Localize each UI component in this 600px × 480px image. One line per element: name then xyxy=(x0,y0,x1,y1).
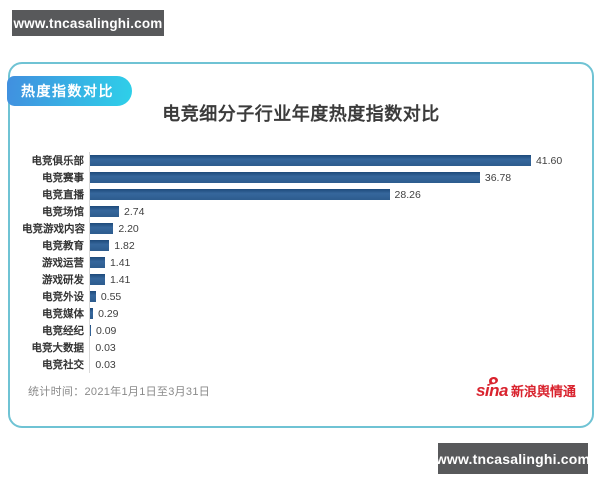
chart-title: 电竞细分子行业年度热度指数对比 xyxy=(162,104,440,124)
bar-track: 1.41 xyxy=(89,271,567,288)
bar-track: 0.55 xyxy=(89,288,567,305)
bar-value-label: 1.41 xyxy=(109,273,131,286)
brand-name: 新浪舆情通 xyxy=(510,384,576,399)
watermark-top: www.tncasalinghi.com xyxy=(12,10,164,36)
bar-track: 2.20 xyxy=(89,220,567,237)
watermark-bottom-text: www.tncasalinghi.com xyxy=(435,450,591,467)
bar-track: 28.26 xyxy=(89,186,567,203)
bar xyxy=(90,257,105,268)
bar xyxy=(90,155,531,166)
bar-category-label: 电竞直播 xyxy=(42,189,84,201)
bar xyxy=(90,274,105,285)
bar-track: 36.78 xyxy=(89,169,567,186)
bar-track: 1.82 xyxy=(89,237,567,254)
watermark-bottom: www.tncasalinghi.com xyxy=(435,443,591,474)
sina-logo-text: sina xyxy=(475,381,509,400)
bar-category-label: 电竞大数据 xyxy=(31,342,85,354)
bar-category-label: 游戏运营 xyxy=(42,257,84,269)
bar-category-label: 电竞经纪 xyxy=(42,325,84,337)
bar-track: 0.03 xyxy=(89,339,567,356)
heat-index-badge-label: 热度指数对比 xyxy=(21,83,114,99)
bar-row: 电竞场馆 2.74 xyxy=(22,203,567,220)
bar-track: 2.74 xyxy=(89,203,567,220)
bar-value-label: 2.74 xyxy=(124,205,145,218)
bar xyxy=(90,223,114,234)
bar-category-label: 电竞游戏内容 xyxy=(22,223,85,235)
bar-value-label: 0.03 xyxy=(95,358,116,371)
bar-category-label: 电竞社交 xyxy=(42,359,84,371)
bar-category-label: 电竞外设 xyxy=(42,291,84,303)
bar-value-label: 2.20 xyxy=(118,222,139,235)
bar-row: 电竞媒体 0.29 xyxy=(22,305,567,322)
watermark-top-text: www.tncasalinghi.com xyxy=(13,15,163,31)
bar-value-label: 1.82 xyxy=(114,239,135,252)
bar xyxy=(90,189,390,200)
panel-footer: 统计时间：2021年1月1日至3月31日 sina 新浪舆情通 xyxy=(28,376,576,402)
bar-value-label: 0.55 xyxy=(100,290,122,303)
bar xyxy=(90,291,96,302)
bar-track: 41.60 xyxy=(89,152,567,169)
bar-value-label: 36.78 xyxy=(484,171,512,184)
chart-panel: 热度指数对比 电竞细分子行业年度热度指数对比 电竞俱乐部 41.60 电竞赛事 … xyxy=(7,62,594,428)
bar-row: 电竞社交 0.03 xyxy=(22,356,567,373)
bar-category-label: 电竞场馆 xyxy=(42,206,84,218)
bar-track: 0.03 xyxy=(89,356,567,373)
bar xyxy=(90,172,480,183)
bar-row: 电竞俱乐部 41.60 xyxy=(22,152,567,169)
bar xyxy=(90,325,91,336)
bar-category-label: 电竞俱乐部 xyxy=(31,155,85,167)
bar-row: 电竞外设 0.55 xyxy=(22,288,567,305)
bar-value-label: 0.29 xyxy=(98,307,119,320)
bar-row: 电竞教育 1.82 xyxy=(22,237,567,254)
bar-row: 电竞大数据 0.03 xyxy=(22,339,567,356)
bar xyxy=(90,240,110,251)
stats-time: 统计时间：2021年1月1日至3月31日 xyxy=(28,386,211,398)
bar xyxy=(90,206,120,217)
bar-value-label: 41.60 xyxy=(535,154,563,167)
bar-category-label: 电竞教育 xyxy=(42,240,84,252)
bar-row: 电竞游戏内容 2.20 xyxy=(22,220,567,237)
bar-value-label: 28.26 xyxy=(394,188,421,201)
bar-row: 电竞直播 28.26 xyxy=(22,186,567,203)
bar-row: 游戏运营 1.41 xyxy=(22,254,567,271)
bar-rows: 电竞俱乐部 41.60 电竞赛事 36.78 电竞直播 28.26 电竞场馆 2… xyxy=(22,152,567,373)
bar-value-label: 0.09 xyxy=(95,324,117,337)
bar-category-label: 电竞赛事 xyxy=(42,172,84,184)
bar-category-label: 电竞媒体 xyxy=(42,308,84,320)
bar-value-label: 1.41 xyxy=(109,256,131,269)
bar-chart: 电竞俱乐部 41.60 电竞赛事 36.78 电竞直播 28.26 电竞场馆 2… xyxy=(22,152,567,373)
bar-row: 游戏研发 1.41 xyxy=(22,271,567,288)
bar-category-label: 游戏研发 xyxy=(42,274,84,286)
brand-logo: sina 新浪舆情通 xyxy=(475,376,576,400)
bar-track: 0.09 xyxy=(89,322,567,339)
bar-track: 0.29 xyxy=(89,305,567,322)
heat-index-badge: 热度指数对比 xyxy=(7,76,132,106)
bar-track: 1.41 xyxy=(89,254,567,271)
bar-value-label: 0.03 xyxy=(95,341,116,354)
bar-row: 电竞赛事 36.78 xyxy=(22,169,567,186)
bar-row: 电竞经纪 0.09 xyxy=(22,322,567,339)
bar xyxy=(90,308,94,319)
